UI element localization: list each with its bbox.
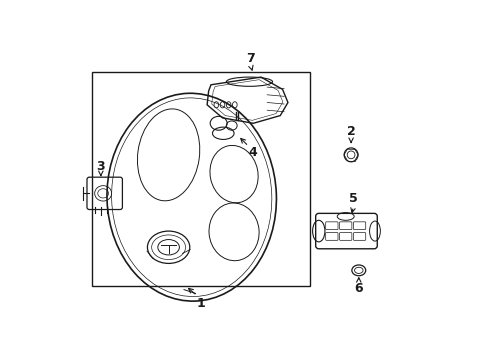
Text: 5: 5 [348,192,357,205]
Text: 7: 7 [246,52,255,65]
Text: 4: 4 [248,146,257,159]
Text: 6: 6 [354,282,363,294]
Text: 3: 3 [96,160,105,173]
Text: 1: 1 [196,297,205,310]
Bar [91,72,310,286]
Text: 2: 2 [346,125,355,138]
